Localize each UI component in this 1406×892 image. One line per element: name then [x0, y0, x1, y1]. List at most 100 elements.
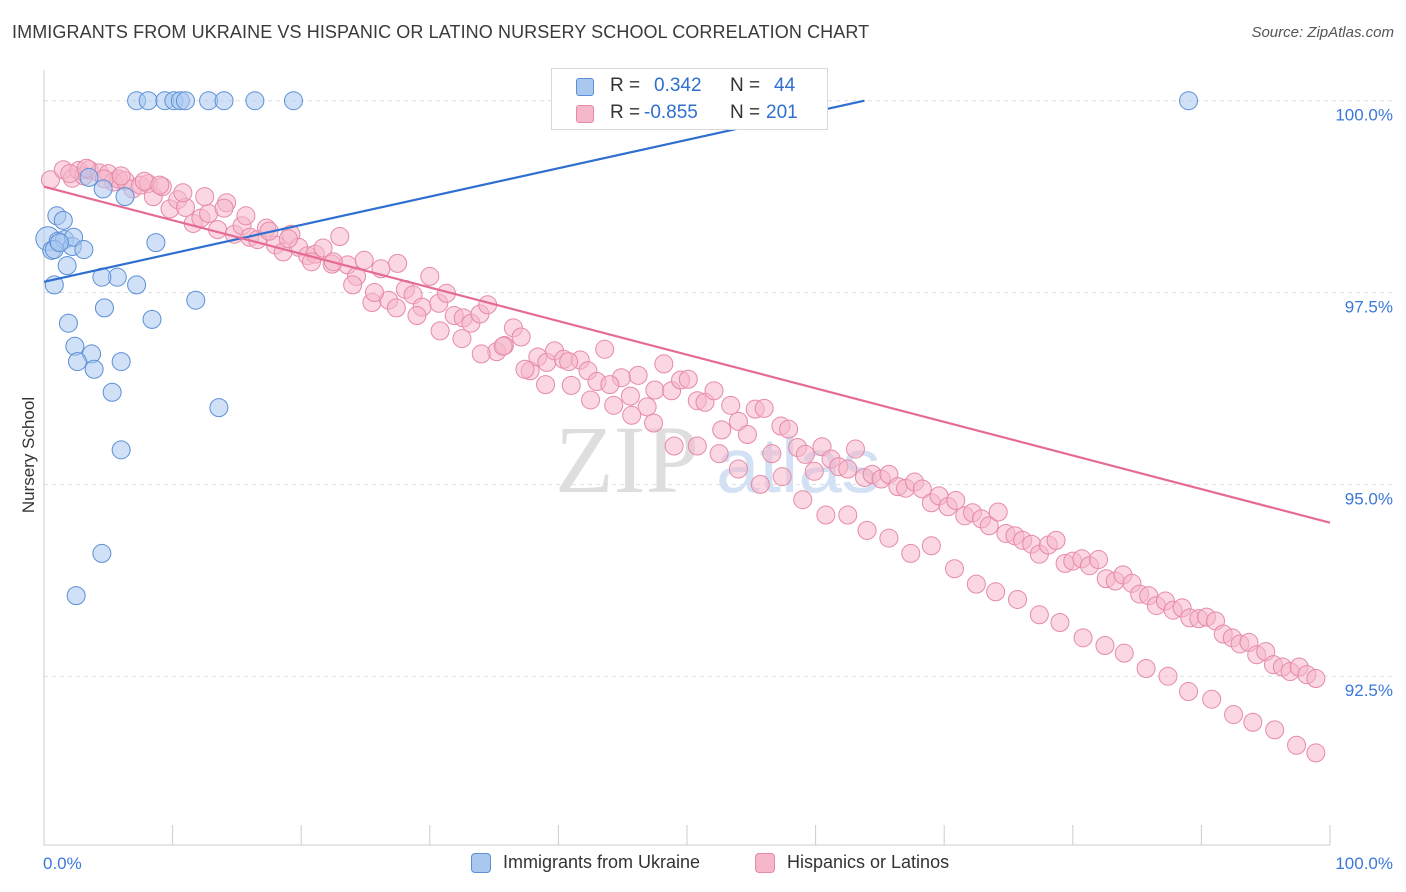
hispanic-point [622, 405, 642, 425]
hispanic-point [150, 175, 170, 195]
hispanic-point [515, 359, 535, 379]
hispanic-point [645, 380, 665, 400]
hispanic-point [912, 479, 932, 499]
ukraine-point [111, 352, 131, 372]
hispanic-point [471, 344, 491, 364]
bottom-legend-label: Immigrants from Ukraine [503, 852, 701, 872]
hispanic-point [1089, 550, 1109, 570]
hispanic-point [561, 375, 581, 395]
ukraine-point [186, 290, 206, 310]
hispanic-point [1136, 659, 1156, 679]
x-tick-left: 0.0% [43, 854, 82, 873]
hispanic-point [678, 369, 698, 389]
hispanic-point [1008, 589, 1028, 609]
hispanic-point [1265, 720, 1285, 740]
hispanic-point [779, 419, 799, 439]
ukraine-point [66, 586, 86, 606]
y-tick-label: 95.0% [1345, 489, 1393, 508]
ukraine-point [142, 309, 162, 329]
hispanic-point [804, 461, 824, 481]
hispanic-point [173, 183, 193, 203]
hispanic-point [845, 439, 865, 459]
hispanic-point [637, 397, 657, 417]
hispanic-point [988, 502, 1008, 522]
ukraine-point [175, 91, 195, 111]
hispanic-point [1158, 666, 1178, 686]
ukraine-point [79, 167, 99, 187]
ukraine-point [146, 233, 166, 253]
ukraine-point [93, 179, 113, 199]
x-tick-right: 100.0% [1335, 854, 1393, 873]
bottom-legend-swatch-pink [755, 853, 775, 873]
ukraine-point [283, 91, 303, 111]
hispanic-point [581, 390, 601, 410]
hispanic-point [793, 490, 813, 510]
hispanic-point [214, 198, 234, 218]
ukraine-point [245, 91, 265, 111]
legend-n-value: 44 [774, 75, 796, 96]
hispanic-point [966, 574, 986, 594]
hispanic-point [313, 238, 333, 258]
legend-swatch-pink [576, 105, 594, 123]
hispanic-point [1243, 712, 1263, 732]
hispanic-point [595, 339, 615, 359]
ukraine-point [127, 275, 147, 295]
hispanic-point [857, 520, 877, 540]
hispanic-point [712, 420, 732, 440]
hispanic-point [901, 543, 921, 563]
hispanic-point [664, 436, 684, 456]
chart-title: IMMIGRANTS FROM UKRAINE VS HISPANIC OR L… [12, 22, 870, 42]
hispanic-point [644, 413, 664, 433]
hispanic-point [420, 266, 440, 286]
hispanic-point [750, 474, 770, 494]
ukraine-point [57, 256, 77, 276]
hispanic-point [728, 459, 748, 479]
hispanic-point [772, 467, 792, 487]
hispanic-point [343, 275, 363, 295]
hispanic-point [330, 227, 350, 247]
ukraine-point [49, 233, 69, 253]
legend-swatch-blue [576, 78, 594, 96]
hispanic-point [452, 329, 472, 349]
hispanic-point [388, 253, 408, 273]
hispanic-point [654, 354, 674, 374]
tick-labels: 92.5% 95.0% 97.5% 100.0% [1335, 106, 1393, 700]
hispanic-point [1224, 705, 1244, 725]
hispanic-point [1287, 735, 1307, 755]
watermark-zip: ZIP [555, 406, 699, 513]
source-label: Source: ZipAtlas.com [1251, 24, 1394, 41]
hispanic-point [511, 327, 531, 347]
legend-r-label: R = [610, 75, 641, 96]
hispanic-point [944, 559, 964, 579]
bottom-legend-label: Hispanics or Latinos [787, 852, 950, 872]
ukraine-point [1179, 91, 1199, 111]
hispanic-point [979, 516, 999, 536]
hispanic-point [1046, 530, 1066, 550]
hispanic-point [1179, 682, 1199, 702]
hispanic-point [365, 283, 385, 303]
legend-r-label: R = [610, 102, 641, 123]
bottom-legend-swatch-blue [471, 853, 491, 873]
ukraine-point [67, 352, 87, 372]
hispanic-point [1029, 605, 1049, 625]
ukraine-point [209, 398, 229, 418]
ukraine-point [94, 298, 114, 318]
hispanic-point [536, 375, 556, 395]
hispanic-trend-line [43, 185, 1331, 524]
hispanic-point [604, 395, 624, 415]
hispanic-point [687, 436, 707, 456]
hispanic-point [795, 444, 815, 464]
legend-n-value: 201 [766, 102, 798, 123]
hispanic-point [986, 582, 1006, 602]
hispanic-point [1114, 643, 1134, 663]
hispanic-point [721, 395, 741, 415]
hispanic-point [407, 306, 427, 326]
hispanic-point [111, 166, 131, 186]
hispanic-point [628, 365, 648, 385]
y-tick-label: 97.5% [1345, 298, 1393, 317]
hispanic-point [762, 444, 782, 464]
hispanic-point [559, 352, 579, 372]
hispanic-point [737, 424, 757, 444]
legend-n-label: N = [730, 102, 761, 123]
ukraine-point [102, 382, 122, 402]
